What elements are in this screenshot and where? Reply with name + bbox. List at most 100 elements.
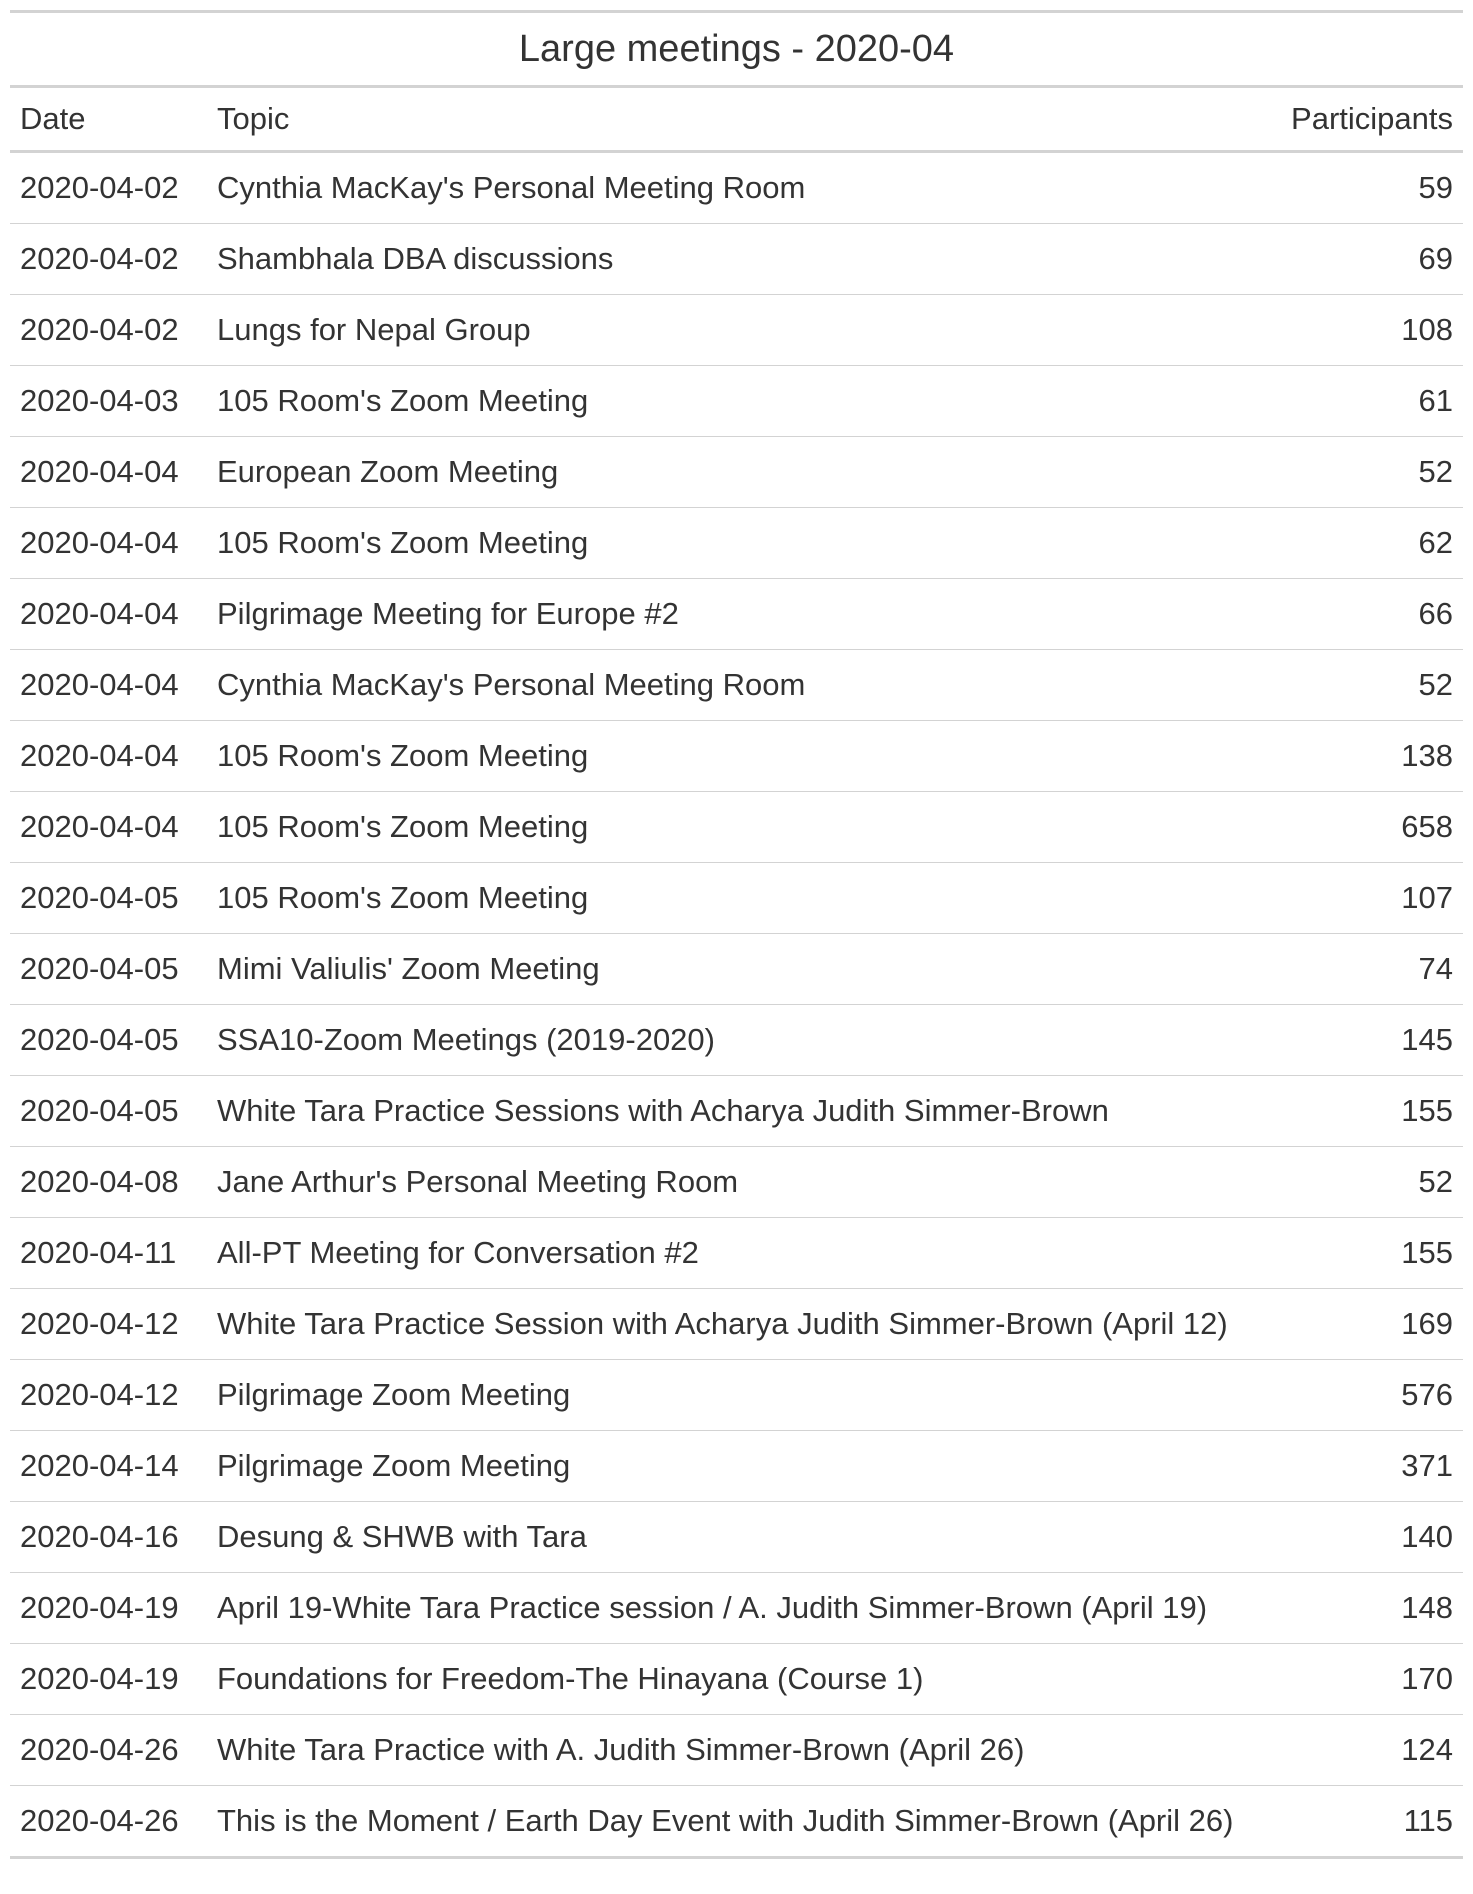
date-cell: 2020-04-04 [10,436,207,508]
table-row: 2020-04-05 SSA10-Zoom Meetings (2019-202… [10,1004,1463,1076]
table-row: 2020-04-08 Jane Arthur's Personal Meetin… [10,1146,1463,1218]
title-row: Large meetings - 2020-04 [10,10,1463,88]
topic-cell: White Tara Practice Session with Acharya… [207,1288,1273,1360]
participants-cell: 169 [1272,1288,1463,1360]
date-cell: 2020-04-02 [10,223,207,295]
date-cell: 2020-04-05 [10,1075,207,1147]
participants-cell: 74 [1272,933,1463,1005]
participants-cell: 155 [1272,1075,1463,1147]
topic-cell: White Tara Practice with A. Judith Simme… [207,1714,1273,1786]
date-cell: 2020-04-05 [10,933,207,1005]
participants-cell: 170 [1272,1643,1463,1715]
topic-cell: Pilgrimage Meeting for Europe #2 [207,578,1273,650]
participants-cell: 107 [1272,862,1463,934]
participants-cell: 155 [1272,1217,1463,1289]
date-cell: 2020-04-02 [10,151,207,224]
date-cell: 2020-04-05 [10,1004,207,1076]
topic-cell: 105 Room's Zoom Meeting [207,720,1273,792]
table-title: Large meetings - 2020-04 [10,10,1463,88]
date-cell: 2020-04-08 [10,1146,207,1218]
date-cell: 2020-04-16 [10,1501,207,1573]
table-row: 2020-04-05 Mimi Valiulis' Zoom Meeting 7… [10,933,1463,1005]
table-row: 2020-04-02 Shambhala DBA discussions 69 [10,223,1463,295]
date-cell: 2020-04-04 [10,649,207,721]
topic-cell: 105 Room's Zoom Meeting [207,507,1273,579]
table-row: 2020-04-12 White Tara Practice Session w… [10,1288,1463,1360]
table-row: 2020-04-02 Cynthia MacKay's Personal Mee… [10,151,1463,224]
topic-cell: This is the Moment / Earth Day Event wit… [207,1785,1273,1859]
participants-cell: 52 [1272,649,1463,721]
participants-cell: 124 [1272,1714,1463,1786]
table-row: 2020-04-04 Cynthia MacKay's Personal Mee… [10,649,1463,721]
participants-cell: 61 [1272,365,1463,437]
topic-cell: European Zoom Meeting [207,436,1273,508]
topic-cell: White Tara Practice Sessions with Achary… [207,1075,1273,1147]
topic-cell: Pilgrimage Zoom Meeting [207,1359,1273,1431]
participants-cell: 52 [1272,436,1463,508]
date-cell: 2020-04-11 [10,1217,207,1289]
participants-cell: 576 [1272,1359,1463,1431]
participants-cell: 115 [1272,1785,1463,1859]
date-cell: 2020-04-12 [10,1359,207,1431]
topic-cell: April 19-White Tara Practice session / A… [207,1572,1273,1644]
topic-cell: Jane Arthur's Personal Meeting Room [207,1146,1273,1218]
table-row: 2020-04-16 Desung & SHWB with Tara 140 [10,1501,1463,1573]
date-cell: 2020-04-02 [10,294,207,366]
date-cell: 2020-04-19 [10,1643,207,1715]
participants-cell: 69 [1272,223,1463,295]
date-cell: 2020-04-19 [10,1572,207,1644]
table-row: 2020-04-14 Pilgrimage Zoom Meeting 371 [10,1430,1463,1502]
date-cell: 2020-04-14 [10,1430,207,1502]
topic-cell: 105 Room's Zoom Meeting [207,365,1273,437]
date-cell: 2020-04-26 [10,1785,207,1859]
topic-cell: 105 Room's Zoom Meeting [207,791,1273,863]
table-row: 2020-04-04 105 Room's Zoom Meeting 62 [10,507,1463,579]
topic-cell: Mimi Valiulis' Zoom Meeting [207,933,1273,1005]
participants-cell: 52 [1272,1146,1463,1218]
table-row: 2020-04-19 Foundations for Freedom-The H… [10,1643,1463,1715]
topic-cell: Shambhala DBA discussions [207,223,1273,295]
topic-cell: Cynthia MacKay's Personal Meeting Room [207,151,1273,224]
topic-cell: Pilgrimage Zoom Meeting [207,1430,1273,1502]
topic-cell: Cynthia MacKay's Personal Meeting Room [207,649,1273,721]
topic-cell: Lungs for Nepal Group [207,294,1273,366]
date-cell: 2020-04-04 [10,791,207,863]
participants-cell: 148 [1272,1572,1463,1644]
date-cell: 2020-04-05 [10,862,207,934]
table-row: 2020-04-02 Lungs for Nepal Group 108 [10,294,1463,366]
date-cell: 2020-04-03 [10,365,207,437]
participants-cell: 66 [1272,578,1463,650]
column-header-row: Date Topic Participants [10,86,1463,153]
column-header-date: Date [10,86,207,153]
topic-cell: SSA10-Zoom Meetings (2019-2020) [207,1004,1273,1076]
table-header: Large meetings - 2020-04 Date Topic Part… [10,10,1463,153]
meetings-table: Large meetings - 2020-04 Date Topic Part… [10,10,1463,1859]
participants-cell: 138 [1272,720,1463,792]
date-cell: 2020-04-04 [10,578,207,650]
table-body: 2020-04-02 Cynthia MacKay's Personal Mee… [10,151,1463,1859]
participants-cell: 658 [1272,791,1463,863]
table-row: 2020-04-26 This is the Moment / Earth Da… [10,1785,1463,1859]
participants-cell: 62 [1272,507,1463,579]
topic-cell: All-PT Meeting for Conversation #2 [207,1217,1273,1289]
table-row: 2020-04-12 Pilgrimage Zoom Meeting 576 [10,1359,1463,1431]
participants-cell: 108 [1272,294,1463,366]
table-row: 2020-04-05 105 Room's Zoom Meeting 107 [10,862,1463,934]
table-row: 2020-04-04 Pilgrimage Meeting for Europe… [10,578,1463,650]
date-cell: 2020-04-04 [10,507,207,579]
table-row: 2020-04-04 105 Room's Zoom Meeting 658 [10,791,1463,863]
table-row: 2020-04-11 All-PT Meeting for Conversati… [10,1217,1463,1289]
table-row: 2020-04-26 White Tara Practice with A. J… [10,1714,1463,1786]
topic-cell: 105 Room's Zoom Meeting [207,862,1273,934]
participants-cell: 140 [1272,1501,1463,1573]
table-row: 2020-04-04 105 Room's Zoom Meeting 138 [10,720,1463,792]
date-cell: 2020-04-04 [10,720,207,792]
date-cell: 2020-04-26 [10,1714,207,1786]
table-row: 2020-04-04 European Zoom Meeting 52 [10,436,1463,508]
date-cell: 2020-04-12 [10,1288,207,1360]
table-row: 2020-04-19 April 19-White Tara Practice … [10,1572,1463,1644]
participants-cell: 59 [1272,151,1463,224]
table-row: 2020-04-03 105 Room's Zoom Meeting 61 [10,365,1463,437]
meetings-table-container: Large meetings - 2020-04 Date Topic Part… [10,10,1463,1859]
participants-cell: 145 [1272,1004,1463,1076]
